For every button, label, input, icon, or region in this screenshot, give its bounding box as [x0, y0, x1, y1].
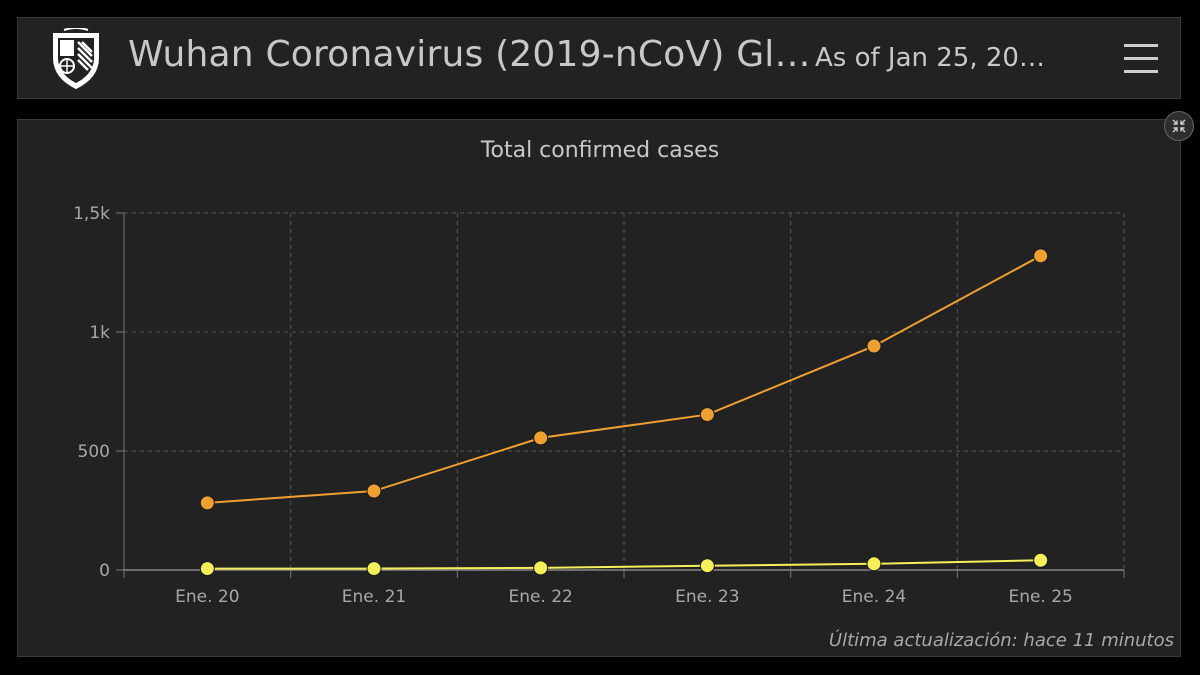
data-point-series-1 — [366, 483, 382, 499]
y-tick-label: 500 — [78, 442, 110, 462]
data-point-series-2 — [699, 558, 715, 574]
app-title: Wuhan Coronavirus (2019-nCoV) Gl… — [128, 34, 811, 75]
as-of-date: As of Jan 25, 20… — [815, 43, 1045, 73]
x-tick-label: Ene. 21 — [342, 587, 406, 607]
data-point-series-2 — [533, 560, 549, 576]
y-tick-label: 1k — [89, 323, 110, 343]
data-point-series-1 — [699, 407, 715, 423]
shield-logo-icon[interactable] — [46, 28, 106, 90]
y-tick-label: 1,5k — [73, 204, 110, 224]
x-tick-label: Ene. 22 — [508, 587, 572, 607]
data-point-series-2 — [1033, 552, 1049, 568]
data-point-series-2 — [199, 561, 215, 577]
data-point-series-1 — [1033, 248, 1049, 264]
chart-title: Total confirmed cases — [480, 138, 720, 163]
series-line-1 — [207, 254, 1042, 504]
data-point-series-1 — [199, 495, 215, 511]
data-point-series-2 — [366, 561, 382, 577]
collapse-arrows-icon[interactable] — [1164, 111, 1194, 141]
y-tick-label: 0 — [99, 561, 110, 581]
app-header: Wuhan Coronavirus (2019-nCoV) Gl… As of … — [17, 17, 1181, 99]
data-point-series-1 — [533, 430, 549, 446]
series-line-2 — [207, 559, 1041, 570]
x-tick-label: Ene. 23 — [675, 587, 739, 607]
data-point-series-2 — [866, 556, 882, 572]
x-tick-label: Ene. 24 — [842, 587, 906, 607]
x-tick-label: Ene. 20 — [175, 587, 239, 607]
x-tick-label: Ene. 25 — [1008, 587, 1072, 607]
data-point-series-1 — [866, 338, 882, 354]
last-update-note: Última actualización: hace 11 minutos — [828, 630, 1174, 651]
hamburger-menu-icon[interactable] — [1124, 42, 1158, 76]
